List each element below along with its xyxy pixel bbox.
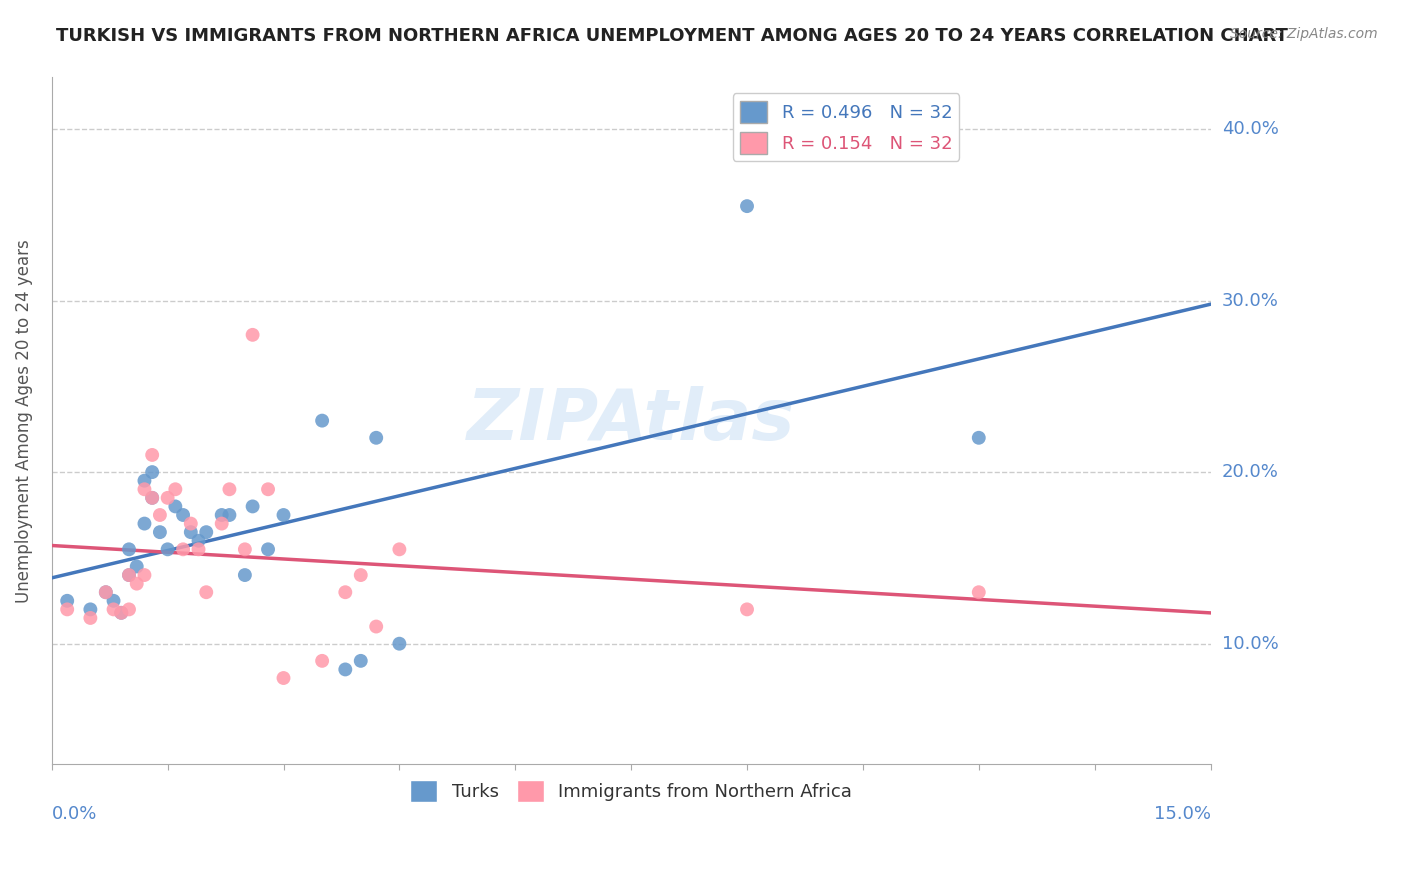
Point [366, 431, 388, 445]
Point [242, 327, 264, 342]
Point [149, 508, 172, 522]
Legend: Turks, Immigrants from Northern Africa: Turks, Immigrants from Northern Africa [404, 773, 859, 810]
Point [103, 594, 125, 608]
Text: 20.0%: 20.0% [1222, 463, 1278, 481]
Text: 15.0%: 15.0% [1153, 805, 1211, 823]
Point [273, 508, 295, 522]
Point [141, 465, 163, 479]
Point [125, 559, 148, 574]
Point [388, 542, 411, 557]
Point [134, 568, 156, 582]
Point [335, 662, 357, 676]
Point [187, 533, 209, 548]
Point [180, 516, 202, 531]
Point [211, 516, 233, 531]
Text: ZIPAtlas: ZIPAtlas [467, 386, 796, 455]
Point [350, 654, 373, 668]
Point [134, 516, 156, 531]
Point [165, 483, 187, 497]
Point [165, 500, 187, 514]
Point [94, 585, 117, 599]
Point [311, 654, 333, 668]
Point [242, 500, 264, 514]
Point [180, 525, 202, 540]
Point [335, 585, 357, 599]
Point [156, 491, 179, 505]
Point [125, 576, 148, 591]
Point [187, 542, 209, 557]
Point [141, 491, 163, 505]
Point [110, 606, 132, 620]
Point [79, 611, 101, 625]
Point [218, 508, 240, 522]
Point [211, 508, 233, 522]
Point [967, 431, 990, 445]
Point [257, 542, 280, 557]
Point [967, 585, 990, 599]
Text: 10.0%: 10.0% [1222, 635, 1278, 653]
Point [141, 448, 163, 462]
Point [233, 568, 256, 582]
Point [134, 474, 156, 488]
Point [94, 585, 117, 599]
Point [735, 199, 758, 213]
Point [257, 483, 280, 497]
Point [273, 671, 295, 685]
Text: 40.0%: 40.0% [1222, 120, 1278, 138]
Text: 30.0%: 30.0% [1222, 292, 1278, 310]
Point [311, 414, 333, 428]
Point [149, 525, 172, 540]
Point [195, 585, 218, 599]
Point [56, 602, 79, 616]
Point [218, 483, 240, 497]
Point [141, 491, 163, 505]
Point [156, 542, 179, 557]
Point [103, 602, 125, 616]
Text: Source: ZipAtlas.com: Source: ZipAtlas.com [1230, 27, 1378, 41]
Point [172, 542, 194, 557]
Point [118, 542, 141, 557]
Point [118, 602, 141, 616]
Point [233, 542, 256, 557]
Point [388, 637, 411, 651]
Point [118, 568, 141, 582]
Point [134, 483, 156, 497]
Point [195, 525, 218, 540]
Text: TURKISH VS IMMIGRANTS FROM NORTHERN AFRICA UNEMPLOYMENT AMONG AGES 20 TO 24 YEAR: TURKISH VS IMMIGRANTS FROM NORTHERN AFRI… [56, 27, 1288, 45]
Point [735, 602, 758, 616]
Point [350, 568, 373, 582]
Point [79, 602, 101, 616]
Y-axis label: Unemployment Among Ages 20 to 24 years: Unemployment Among Ages 20 to 24 years [15, 239, 32, 602]
Point [56, 594, 79, 608]
Point [110, 606, 132, 620]
Point [366, 619, 388, 633]
Text: 0.0%: 0.0% [52, 805, 97, 823]
Point [118, 568, 141, 582]
Point [172, 508, 194, 522]
